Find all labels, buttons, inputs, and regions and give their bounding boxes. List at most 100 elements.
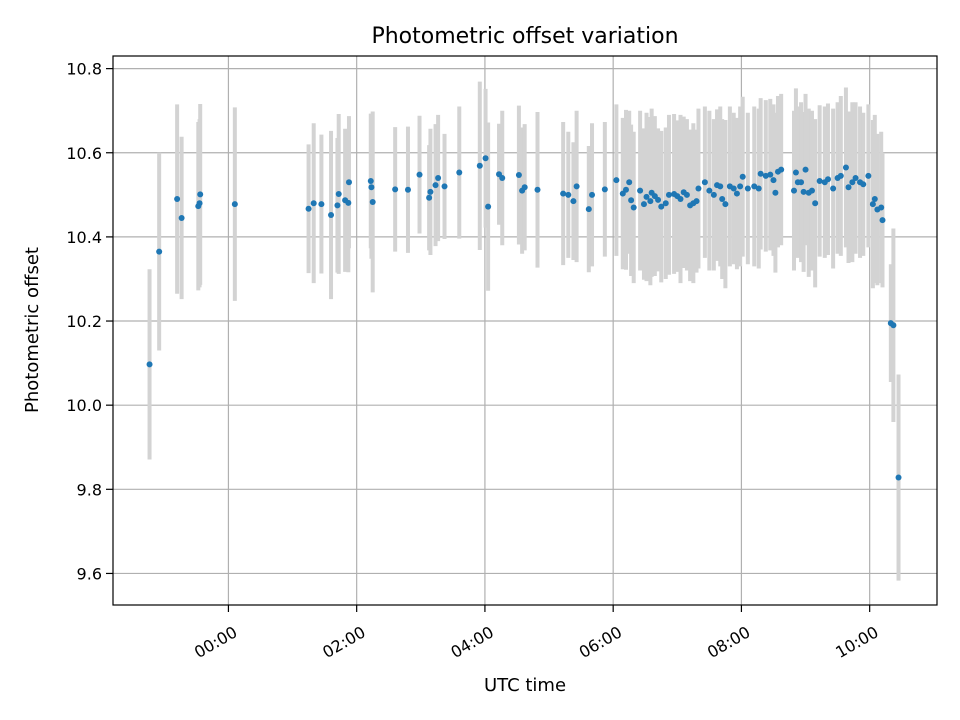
data-point-57 <box>655 196 662 203</box>
y-tick-label-2: 10.0 <box>66 396 102 415</box>
data-point-44 <box>601 186 608 193</box>
data-point-16 <box>345 179 352 186</box>
data-point-59 <box>662 200 669 207</box>
data-point-11 <box>328 212 335 219</box>
data-point-51 <box>637 187 644 194</box>
data-point-75 <box>719 196 726 203</box>
data-point-6 <box>197 191 204 198</box>
data-point-50 <box>630 204 637 211</box>
y-tick-label-6: 10.8 <box>66 60 102 79</box>
data-point-54 <box>647 198 654 205</box>
data-point-47 <box>622 186 629 193</box>
data-point-43 <box>589 191 596 198</box>
data-point-30 <box>482 155 489 162</box>
data-point-37 <box>534 186 541 193</box>
data-point-42 <box>585 206 592 213</box>
data-point-68 <box>693 198 700 205</box>
data-point-117 <box>878 204 885 211</box>
plot-frame <box>112 55 938 606</box>
data-point-118 <box>879 217 886 224</box>
data-point-84 <box>755 185 762 192</box>
data-point-53 <box>643 193 650 200</box>
y-tick-label-5: 10.6 <box>66 144 102 163</box>
data-point-0 <box>146 361 153 368</box>
data-point-49 <box>628 197 635 204</box>
data-point-5 <box>196 200 203 207</box>
data-point-83 <box>751 183 758 190</box>
data-points <box>146 155 902 481</box>
chart-title: Photometric offset variation <box>371 24 678 49</box>
data-point-69 <box>695 185 702 192</box>
data-point-7 <box>231 201 238 208</box>
data-point-8 <box>305 205 312 212</box>
data-point-89 <box>772 189 779 196</box>
data-point-72 <box>710 191 717 198</box>
data-point-74 <box>717 183 724 190</box>
data-point-71 <box>706 187 713 194</box>
x-axis-label: UTC time <box>484 675 566 696</box>
data-point-41 <box>573 183 580 190</box>
data-point-3 <box>178 214 185 221</box>
data-point-34 <box>515 172 522 179</box>
data-point-20 <box>392 186 399 193</box>
data-point-31 <box>485 203 492 210</box>
data-point-39 <box>565 191 572 198</box>
data-point-10 <box>318 201 325 208</box>
data-point-87 <box>767 171 774 178</box>
data-point-1 <box>156 248 163 255</box>
data-point-108 <box>845 184 852 191</box>
data-point-9 <box>310 200 317 207</box>
data-point-81 <box>739 173 746 180</box>
data-point-109 <box>849 179 856 186</box>
data-point-38 <box>560 190 567 197</box>
y-tick-label-4: 10.4 <box>66 228 102 247</box>
y-tick-label-3: 10.2 <box>66 312 102 331</box>
data-point-28 <box>456 169 463 176</box>
data-point-110 <box>852 175 859 181</box>
data-point-79 <box>733 190 740 197</box>
data-point-100 <box>812 200 819 207</box>
data-point-52 <box>640 201 647 208</box>
data-point-92 <box>791 187 798 194</box>
data-point-12 <box>334 202 341 209</box>
data-point-97 <box>802 166 809 173</box>
y-axis-label: Photometric offset <box>22 247 43 413</box>
data-point-29 <box>476 162 483 169</box>
data-point-70 <box>701 179 708 186</box>
data-point-107 <box>842 164 849 171</box>
data-point-115 <box>871 196 878 203</box>
data-point-99 <box>808 187 815 194</box>
data-point-104 <box>830 185 837 192</box>
data-point-27 <box>441 183 448 190</box>
data-point-48 <box>626 179 633 186</box>
data-point-101 <box>816 177 823 184</box>
data-point-13 <box>335 190 342 197</box>
data-point-91 <box>778 166 785 173</box>
data-point-93 <box>792 169 799 176</box>
data-point-85 <box>757 170 764 177</box>
data-point-82 <box>744 185 751 192</box>
data-point-106 <box>837 172 844 179</box>
data-point-58 <box>658 203 665 210</box>
data-point-60 <box>665 191 672 198</box>
data-point-112 <box>860 181 867 188</box>
y-tick-label-0: 9.6 <box>77 564 102 583</box>
data-point-80 <box>737 183 744 190</box>
data-point-36 <box>521 184 528 191</box>
data-point-26 <box>435 175 442 181</box>
data-point-23 <box>426 194 433 201</box>
data-point-40 <box>570 198 577 205</box>
data-point-65 <box>683 191 690 198</box>
data-point-113 <box>865 172 872 179</box>
data-point-121 <box>895 474 902 481</box>
y-tick-label-1: 9.8 <box>77 480 102 499</box>
data-point-2 <box>174 196 181 203</box>
data-point-103 <box>824 176 831 183</box>
data-point-15 <box>345 199 352 206</box>
data-point-45 <box>613 177 620 184</box>
data-point-63 <box>677 196 684 203</box>
data-point-18 <box>368 184 375 191</box>
data-point-88 <box>770 177 777 184</box>
data-point-21 <box>404 186 411 193</box>
